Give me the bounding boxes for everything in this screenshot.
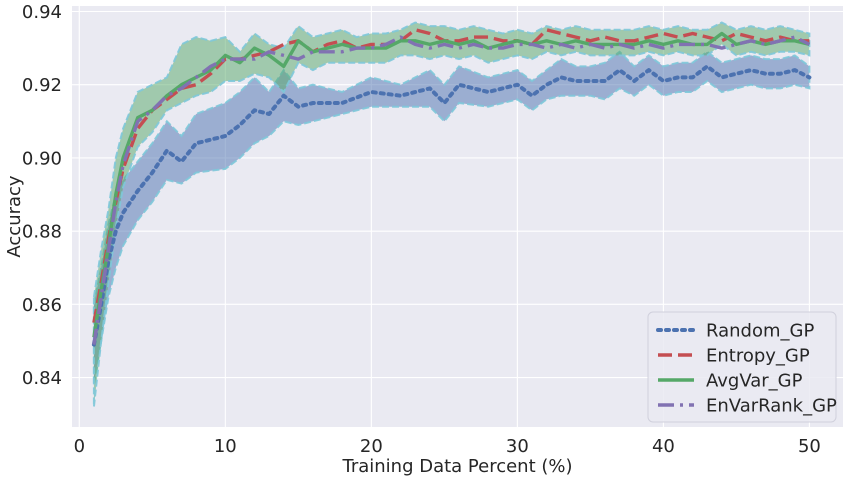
legend-box xyxy=(647,311,837,423)
tick-labels: 0 10 20 30 40 50 0.84 0.86 0.88 0.90 0.92 0.94 xyxy=(22,2,821,457)
x-axis-title: Training Data Percent (%) xyxy=(341,456,572,477)
legend-label: Random_GP xyxy=(706,321,814,342)
series-lines xyxy=(91,28,812,347)
y-tick-label: 0.90 xyxy=(22,148,62,169)
y-axis-title: Accuracy xyxy=(4,175,25,258)
x-tick-label: 0 xyxy=(74,436,85,457)
legend-label: EnVarRank_GP xyxy=(706,396,837,417)
series-line xyxy=(92,35,811,345)
x-tick-label: 10 xyxy=(214,436,237,457)
series-line xyxy=(91,64,812,347)
y-tick-label: 0.94 xyxy=(22,2,62,23)
y-tick-label: 0.88 xyxy=(22,222,62,243)
x-tick-label: 40 xyxy=(652,436,675,457)
y-tick-label: 0.86 xyxy=(22,295,62,316)
confidence-bands xyxy=(92,21,811,408)
legend-label: Entropy_GP xyxy=(706,346,810,367)
x-tick-label: 50 xyxy=(798,436,821,457)
x-tick-label: 30 xyxy=(506,436,529,457)
y-tick-label: 0.84 xyxy=(22,368,62,389)
legend: Random_GP Entropy_GP AvgVar_GP EnVarRank_GP xyxy=(647,311,837,423)
x-tick-label: 20 xyxy=(360,436,383,457)
y-tick-label: 0.92 xyxy=(22,75,62,96)
confidence-band xyxy=(92,50,811,386)
series-line xyxy=(92,28,810,324)
legend-label: AvgVar_GP xyxy=(706,371,803,392)
confidence-band xyxy=(92,21,811,408)
